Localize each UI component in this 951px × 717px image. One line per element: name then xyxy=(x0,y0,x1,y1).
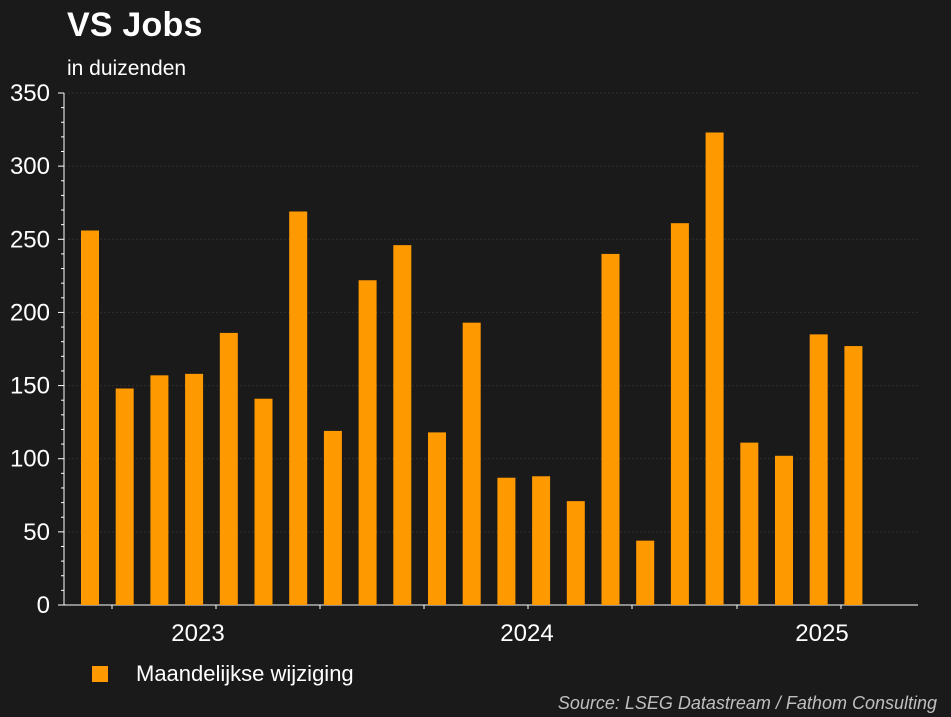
bar xyxy=(150,375,169,605)
bar xyxy=(566,501,585,605)
bar xyxy=(219,332,238,605)
x-tick-label: 2023 xyxy=(171,620,224,647)
bar xyxy=(289,211,308,605)
bar xyxy=(601,253,620,605)
legend-swatch xyxy=(92,666,108,682)
bar xyxy=(497,477,516,605)
bar xyxy=(532,476,551,605)
bar xyxy=(844,346,863,605)
bar xyxy=(393,245,412,605)
bar xyxy=(185,373,204,605)
bar xyxy=(740,442,759,605)
bar xyxy=(775,455,793,605)
bar xyxy=(462,322,481,605)
y-tick-label: 150 xyxy=(10,373,50,400)
y-tick-label: 250 xyxy=(10,226,50,253)
bar xyxy=(81,230,99,605)
legend: Maandelijkse wijziging xyxy=(92,661,354,687)
bar xyxy=(636,540,655,605)
chart-title: VS Jobs xyxy=(67,6,203,44)
y-tick-label: 300 xyxy=(10,153,50,180)
y-tick-label: 350 xyxy=(10,80,50,107)
legend-label: Maandelijkse wijziging xyxy=(136,661,354,686)
bar xyxy=(670,223,689,606)
bar xyxy=(254,398,273,605)
bar xyxy=(809,334,828,605)
source-note: Source: LSEG Datastream / Fathom Consult… xyxy=(557,693,937,713)
bar xyxy=(358,280,377,605)
bar xyxy=(323,430,342,605)
y-tick-label: 50 xyxy=(23,519,50,546)
bar xyxy=(115,388,134,605)
bar xyxy=(705,132,724,606)
x-tick-label: 2024 xyxy=(500,620,553,647)
chart-subtitle: in duizenden xyxy=(67,57,187,80)
y-tick-label: 200 xyxy=(10,299,50,326)
y-tick-label: 100 xyxy=(10,446,50,473)
y-tick-label: 0 xyxy=(37,592,50,619)
bar xyxy=(428,432,446,605)
x-tick-label: 2025 xyxy=(795,620,848,647)
